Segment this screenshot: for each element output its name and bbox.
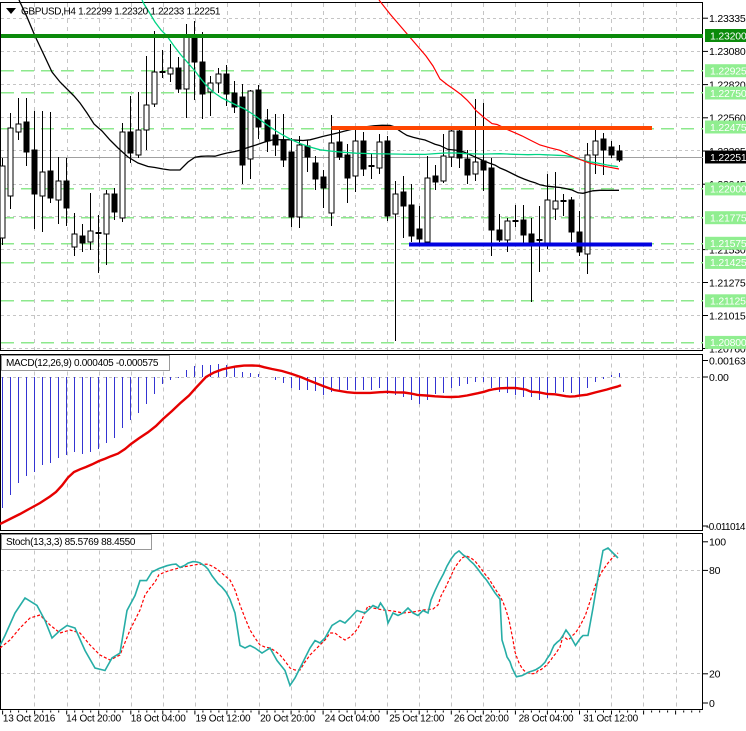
svg-text:0.00: 0.00	[709, 372, 729, 384]
svg-text:26 Oct 20:00: 26 Oct 20:00	[454, 714, 509, 725]
svg-text:1.21425: 1.21425	[710, 257, 746, 269]
svg-text:1.21775: 1.21775	[710, 213, 746, 225]
svg-text:0: 0	[709, 698, 715, 710]
svg-text:1.21015: 1.21015	[709, 310, 746, 322]
svg-text:1.21125: 1.21125	[710, 296, 746, 308]
svg-text:1.22750: 1.22750	[710, 88, 746, 100]
svg-text:GBPUSD,H4 1.22299 1.22320 1.2: GBPUSD,H4 1.22299 1.22320 1.22233 1.2225…	[21, 7, 221, 18]
svg-text:20 Oct 20:00: 20 Oct 20:00	[260, 714, 315, 725]
svg-text:31 Oct 12:00: 31 Oct 12:00	[583, 714, 638, 725]
svg-text:28 Oct 04:00: 28 Oct 04:00	[519, 714, 574, 725]
svg-text:13 Oct 2016: 13 Oct 2016	[3, 714, 56, 725]
svg-text:25 Oct 12:00: 25 Oct 12:00	[389, 714, 444, 725]
svg-text:1.22000: 1.22000	[710, 184, 746, 196]
svg-text:19 Oct 12:00: 19 Oct 12:00	[195, 714, 250, 725]
svg-text:14 Oct 20:00: 14 Oct 20:00	[66, 714, 121, 725]
svg-text:1.20800: 1.20800	[710, 337, 746, 349]
svg-text:1.22251: 1.22251	[710, 152, 746, 164]
svg-text:1.23335: 1.23335	[709, 13, 746, 25]
svg-text:1.22475: 1.22475	[710, 122, 746, 134]
svg-text:20: 20	[709, 669, 721, 681]
svg-text:1.22925: 1.22925	[710, 66, 746, 78]
svg-text:24 Oct 04:00: 24 Oct 04:00	[325, 714, 380, 725]
svg-text:1.23080: 1.23080	[709, 46, 746, 58]
svg-text:1.23200: 1.23200	[710, 30, 746, 42]
svg-text:80: 80	[709, 565, 721, 577]
svg-text:1.21275: 1.21275	[709, 277, 746, 289]
svg-text:-0.011014: -0.011014	[706, 522, 746, 533]
svg-text:Stoch(13,3,3) 85.5769 88.4550: Stoch(13,3,3) 85.5769 88.4550	[6, 537, 136, 548]
svg-text:100: 100	[709, 537, 726, 549]
svg-text:1.21575: 1.21575	[710, 238, 746, 250]
svg-text:MACD(12,26,9) 0.000405 -0.0005: MACD(12,26,9) 0.000405 -0.000575	[6, 358, 159, 369]
svg-text:18 Oct 04:00: 18 Oct 04:00	[131, 714, 186, 725]
svg-text:0.00163: 0.00163	[709, 355, 746, 367]
